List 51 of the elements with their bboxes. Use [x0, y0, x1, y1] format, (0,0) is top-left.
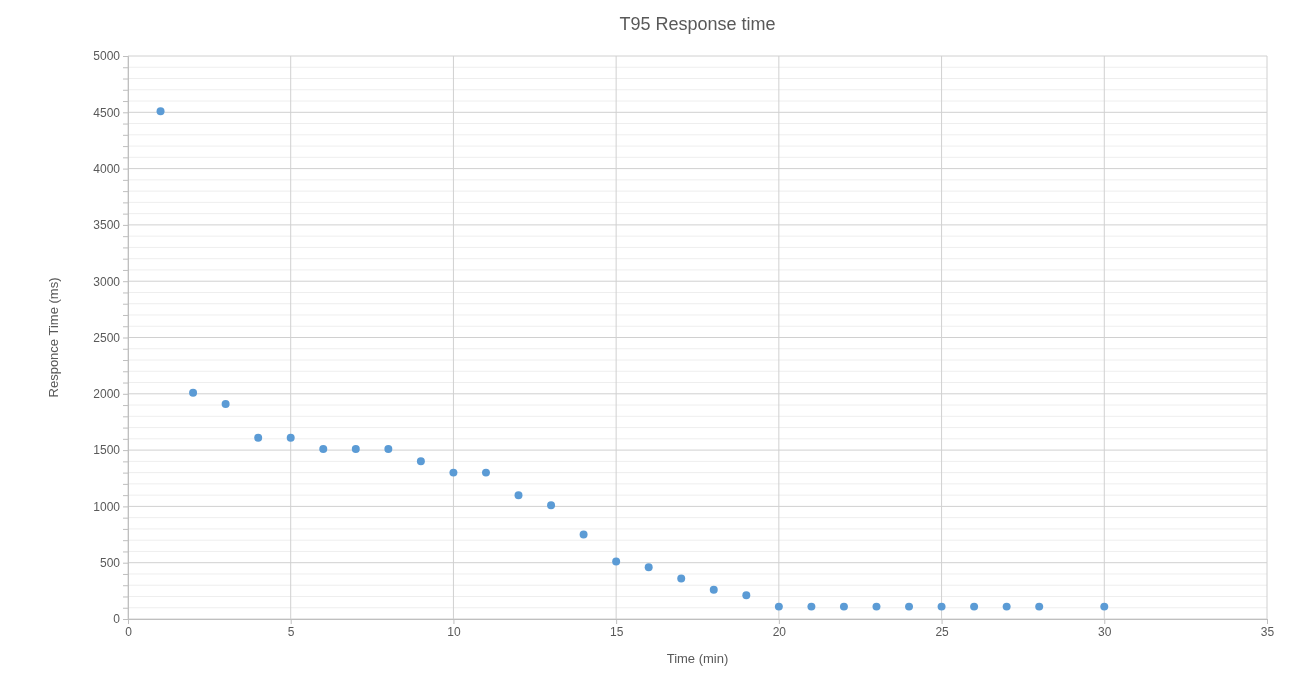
point: [742, 591, 751, 600]
x-tick-label: 5: [287, 624, 295, 639]
point: [1002, 602, 1011, 611]
point: [970, 602, 979, 611]
point: [384, 444, 393, 453]
point: [579, 530, 588, 539]
point: [872, 602, 881, 611]
point: [1100, 602, 1109, 611]
point: [1035, 602, 1044, 611]
point: [905, 602, 914, 611]
point: [221, 399, 230, 408]
point: [807, 602, 816, 611]
x-tick-label: 25: [935, 624, 950, 639]
y-tick-label: 4000: [93, 161, 121, 176]
point: [937, 602, 946, 611]
y-tick-label: 2000: [93, 387, 121, 402]
y-tick-label: 4500: [93, 105, 121, 120]
chart-title: T95 Response time: [619, 14, 776, 34]
point: [156, 107, 165, 116]
y-tick-label: 5000: [93, 49, 121, 64]
x-tick-label: 10: [447, 624, 461, 639]
point: [612, 557, 621, 566]
point: [514, 491, 523, 500]
point: [254, 433, 263, 442]
point: [416, 457, 425, 466]
y-tick-label: 3500: [93, 218, 121, 233]
y-axis-title: Responce Time (ms): [46, 277, 61, 398]
y-tick-label: 1000: [93, 499, 121, 514]
x-tick-label: 20: [772, 624, 787, 639]
x-tick-label: 15: [609, 624, 624, 639]
y-tick-label: 2500: [93, 330, 121, 345]
point: [319, 444, 328, 453]
x-axis-title: Time (min): [666, 651, 729, 666]
point: [189, 388, 198, 397]
y-tick-label: 500: [99, 556, 121, 571]
point: [351, 444, 360, 453]
x-tick-label: 30: [1098, 624, 1112, 639]
x-tick-label: 0: [125, 624, 133, 639]
point: [677, 574, 686, 583]
point: [774, 602, 783, 611]
y-tick-label: 1500: [93, 443, 121, 458]
point: [481, 468, 490, 477]
point: [286, 433, 295, 442]
point: [839, 602, 848, 611]
y-tick-label: 3000: [93, 274, 121, 289]
y-tick-label: 0: [113, 612, 121, 627]
x-tick-label: 35: [1260, 624, 1275, 639]
point: [449, 468, 458, 477]
point: [547, 501, 556, 510]
point: [644, 563, 653, 572]
point: [709, 585, 718, 594]
